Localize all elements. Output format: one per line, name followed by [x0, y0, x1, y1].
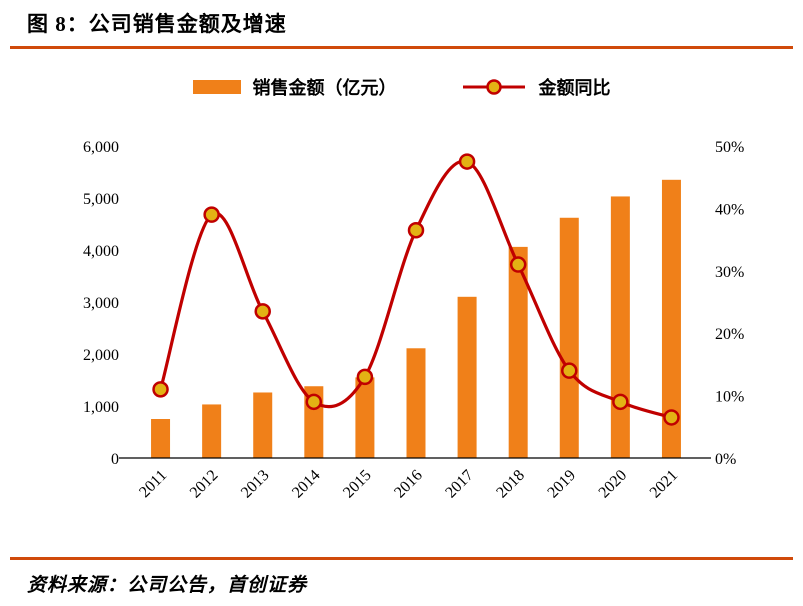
bar-2021 [661, 179, 681, 459]
x-axis-label-2021: 2021 [647, 467, 682, 502]
left-axis-tick: 1,000 [83, 399, 119, 416]
line-series-swatch [462, 79, 525, 95]
right-axis-tick: 50% [715, 139, 744, 156]
bar-series-swatch [192, 80, 241, 94]
x-axis-label-2013: 2013 [238, 467, 273, 502]
line-marker-2014 [305, 393, 323, 411]
x-axis-label-2019: 2019 [544, 467, 579, 502]
bar-2020 [610, 196, 630, 458]
bar-2017 [457, 296, 477, 458]
bar-2013 [253, 392, 273, 458]
x-axis-label-2011: 2011 [136, 467, 170, 501]
right-axis-tick: 20% [715, 326, 744, 343]
x-axis-label-2020: 2020 [596, 467, 631, 502]
x-axis-label-2017: 2017 [442, 467, 477, 502]
sales-growth-chart: 0 1,000 2,000 3,000 4,000 5,000 6,000 0% 10% 20% 3… [83, 139, 744, 502]
legend-item-bar: 销售金额（亿元） [192, 74, 397, 100]
left-axis-tick: 0 [111, 451, 119, 468]
legend-label-line: 金额同比 [538, 78, 611, 98]
x-axis-label-2014: 2014 [289, 467, 324, 502]
figure-title: 图 8：公司销售金额及增速 [27, 12, 287, 36]
line-marker-2018 [509, 256, 527, 273]
bar-2011 [151, 419, 171, 458]
line-marker-2011 [152, 381, 169, 398]
x-axis-label-2015: 2015 [340, 467, 375, 502]
bar-2012 [202, 404, 222, 458]
bar-2016 [406, 348, 426, 458]
right-axis-tick: 40% [715, 201, 744, 218]
line-marker-2012 [203, 206, 220, 223]
chart-legend: 销售金额（亿元） 金额同比 [0, 74, 803, 100]
left-axis-tick: 6,000 [83, 139, 119, 156]
right-axis-tick: 10% [715, 389, 744, 406]
bar-2018 [508, 246, 528, 458]
right-axis-tick: 0% [715, 451, 736, 468]
x-axis-label-2012: 2012 [187, 467, 222, 502]
left-axis-tick: 3,000 [83, 295, 119, 312]
legend-label-bar: 销售金额（亿元） [252, 78, 397, 98]
bar-2019 [559, 217, 579, 458]
bottom-rule [10, 557, 793, 560]
line-marker-2020 [612, 393, 629, 411]
left-axis-tick: 5,000 [83, 191, 119, 208]
line-marker-2015 [356, 368, 374, 386]
legend-item-line: 金额同比 [461, 74, 611, 100]
left-axis-tick: 2,000 [83, 347, 119, 364]
line-marker-2017 [458, 153, 476, 170]
line-marker-2021 [663, 409, 680, 426]
left-axis-tick: 4,000 [83, 243, 119, 260]
source-note: 资料来源：公司公告，首创证券 [27, 575, 308, 596]
line-marker-2019 [561, 362, 578, 379]
right-axis-tick: 30% [715, 264, 744, 281]
line-marker-2013 [254, 303, 271, 320]
line-marker-2016 [407, 221, 425, 239]
top-rule [10, 46, 793, 49]
bar-2015 [355, 377, 375, 458]
x-axis-label-2018: 2018 [493, 467, 528, 502]
x-axis-label-2016: 2016 [391, 467, 426, 502]
